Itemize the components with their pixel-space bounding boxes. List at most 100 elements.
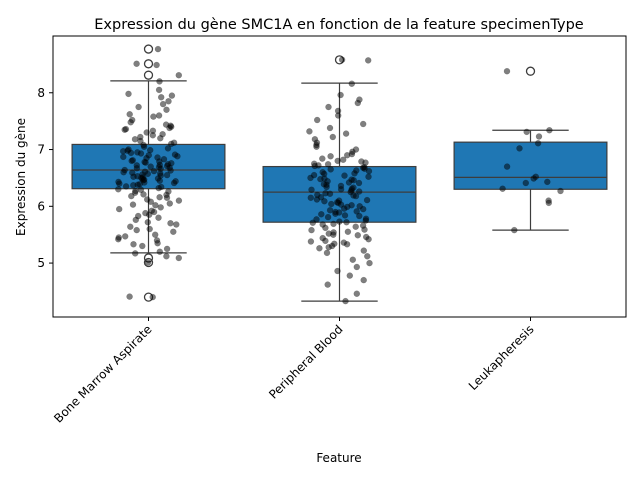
data-point: [133, 226, 140, 234]
data-point: [133, 165, 141, 172]
data-point: [308, 226, 315, 234]
outlier-marker: [143, 59, 154, 69]
data-point: [344, 228, 352, 236]
data-point: [156, 248, 164, 255]
data-point: [340, 239, 348, 246]
data-point: [133, 60, 140, 68]
data-point: [143, 129, 150, 136]
data-point: [341, 172, 348, 179]
data-point: [348, 185, 356, 192]
data-point: [131, 250, 139, 257]
data-point: [167, 122, 174, 129]
data-point: [316, 245, 323, 252]
data-point: [170, 228, 177, 236]
data-point: [325, 230, 333, 237]
data-point: [356, 203, 363, 210]
data-point: [313, 143, 320, 150]
data-point: [155, 214, 162, 221]
data-point: [334, 157, 341, 165]
data-point: [315, 162, 322, 169]
data-point: [342, 130, 350, 137]
data-point: [142, 159, 149, 166]
data-point: [326, 190, 334, 198]
data-point: [137, 137, 144, 145]
data-point: [141, 168, 149, 175]
data-point: [337, 91, 344, 99]
data-point: [343, 151, 351, 159]
data-point: [326, 124, 334, 132]
data-point: [170, 179, 178, 187]
data-point: [329, 133, 337, 141]
data-point: [334, 112, 342, 119]
data-point: [146, 146, 154, 154]
data-point: [349, 256, 357, 263]
data-point: [361, 226, 368, 233]
data-point: [166, 200, 174, 207]
x-axis-title: Feature: [316, 451, 361, 465]
data-point: [157, 94, 165, 101]
data-point: [147, 163, 154, 170]
data-point: [115, 178, 122, 186]
data-point: [155, 112, 163, 119]
data-point: [546, 126, 553, 134]
data-point: [317, 175, 324, 183]
data-point: [307, 238, 315, 245]
data-point: [544, 178, 551, 186]
y-axis-title: Expression du gène: [14, 118, 28, 236]
data-point: [358, 158, 365, 165]
data-point: [310, 171, 318, 179]
data-point: [155, 86, 163, 94]
data-point: [353, 167, 360, 174]
data-point: [362, 217, 370, 224]
data-point: [313, 116, 321, 124]
data-point: [360, 247, 368, 254]
outlier-marker: [143, 70, 154, 80]
data-point: [343, 218, 350, 226]
data-point: [153, 61, 160, 69]
data-point: [348, 176, 355, 183]
data-point: [163, 171, 171, 179]
data-point: [129, 169, 136, 177]
data-point: [164, 145, 172, 152]
data-point: [159, 100, 167, 108]
data-point: [115, 186, 122, 193]
data-point: [354, 232, 362, 239]
data-point: [130, 241, 137, 248]
data-point: [364, 57, 372, 64]
data-point: [307, 194, 315, 202]
data-point: [163, 253, 170, 260]
data-point: [359, 120, 367, 128]
data-point: [324, 213, 332, 221]
data-point: [334, 267, 341, 275]
data-point: [156, 177, 164, 185]
data-point: [122, 183, 130, 190]
data-point: [356, 212, 363, 220]
data-point: [319, 221, 326, 228]
data-point: [140, 143, 148, 150]
data-point: [154, 45, 162, 53]
data-point: [522, 179, 530, 187]
chart-title: Expression du gène SMC1A en fonction de …: [94, 17, 584, 33]
data-point: [144, 218, 152, 226]
data-point: [341, 212, 349, 219]
data-point: [523, 128, 530, 136]
data-point: [155, 163, 163, 171]
data-point: [545, 199, 553, 207]
data-point: [355, 179, 363, 187]
data-point: [121, 233, 129, 240]
data-point: [320, 180, 328, 188]
data-point: [139, 242, 146, 250]
data-point: [151, 231, 159, 238]
data-point: [352, 223, 359, 230]
data-point: [167, 220, 174, 227]
data-point: [306, 128, 313, 135]
data-point: [135, 103, 142, 111]
data-point: [366, 259, 373, 267]
data-point: [355, 188, 363, 195]
data-point: [140, 176, 148, 183]
outlier-marker: [143, 44, 154, 54]
data-point: [115, 205, 123, 213]
data-point: [336, 218, 343, 225]
